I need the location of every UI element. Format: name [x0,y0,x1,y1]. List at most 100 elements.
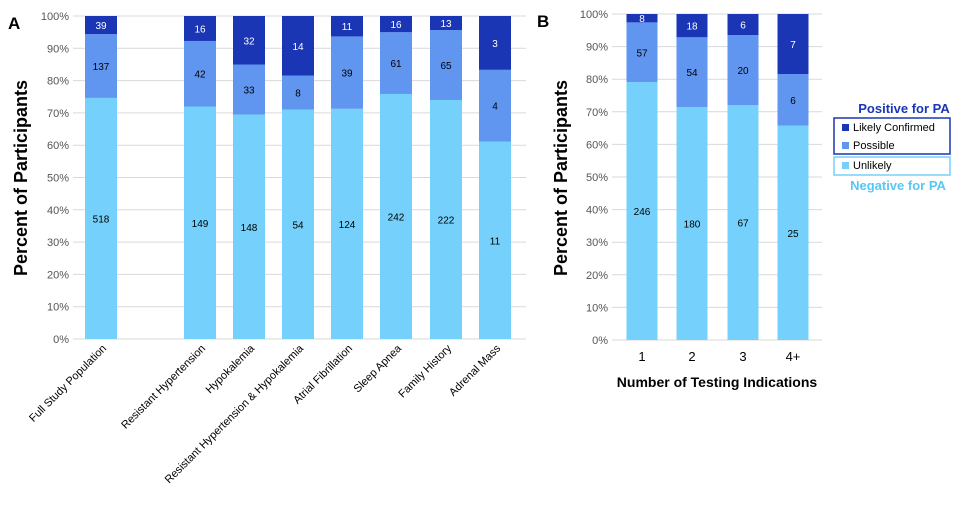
bar-segment-unlikely [727,105,759,340]
legend-label-unlikely: Unlikely [853,160,892,172]
data-label: 54 [686,68,698,79]
y-tick-label: 10% [47,302,69,314]
x-tick-label: 3 [739,349,746,364]
y-tick-label: 10% [586,302,608,314]
y-tick-label: 30% [586,237,608,249]
y-tick-label: 0% [53,334,69,346]
chart-panel-a: A 0% 10% 20% 30% 40% 50% 60% 70% 80% 90% 100% Percen… [8,11,526,486]
x-tick-label: 2 [688,349,695,364]
data-label: 16 [390,20,402,31]
legend-swatch-unlikely [842,162,849,169]
bar-segment-possible [380,32,412,94]
x-tick-label: Adrenal Mass [447,342,503,398]
bar-segment-unlikely [380,93,412,339]
legend-label-possible: Possible [853,140,895,152]
y-axis-title: Percent of Participants [11,80,31,276]
data-label: 8 [639,14,645,25]
y-tick-label: 100% [41,11,69,23]
data-label: 33 [243,86,255,97]
data-label: 18 [686,22,698,33]
bar-segment-possible [331,36,363,109]
bar-segment-likely [282,16,314,76]
bar-segment-likely [626,14,658,23]
y-tick-label: 20% [47,269,69,281]
data-label: 8 [295,89,301,100]
x-tick-label: Family History [396,342,454,400]
data-label: 11 [490,236,501,247]
bar-segment-possible [479,69,511,142]
data-label: 39 [341,69,353,80]
bar-segment-likely [777,14,809,75]
bar-segment-unlikely [676,107,708,341]
y-tick-label: 20% [586,270,608,282]
data-label: 4 [492,102,498,113]
x-tick-label: 1 [638,349,645,364]
legend-positive-box [833,117,951,155]
bar-segment-unlikely [184,106,216,340]
data-label: 7 [790,40,796,51]
bar-segment-possible [233,64,265,115]
bar-segment-unlikely [430,99,462,339]
legend-negative-box [833,156,951,176]
bar-segment-likely [479,16,511,70]
y-tick-label: 70% [47,108,69,120]
y-tick-label: 40% [47,205,69,217]
data-label: 54 [292,220,304,231]
data-label: 20 [737,66,749,77]
bar-segment-unlikely [331,108,363,339]
bar-segment-possible [777,74,809,126]
y-tick-label: 50% [47,173,69,185]
bar-segment-possible [430,29,462,100]
data-label: 42 [194,70,206,81]
data-label: 65 [440,61,452,72]
bar-segment-likely [184,16,216,41]
y-tick-label: 90% [586,42,608,54]
data-label: 25 [787,229,799,240]
bar-segment-likely [676,14,708,38]
legend-positive-heading: Positive for PA [858,101,950,116]
data-label: 242 [388,212,405,223]
data-label: 14 [292,42,304,53]
bar-segment-possible [626,22,658,83]
data-label: 148 [241,223,258,234]
data-label: 124 [339,220,356,231]
y-tick-label: 90% [47,43,69,55]
bar-segment-unlikely [85,97,117,339]
x-tick-label: Resistant Hypertension [119,343,208,432]
data-label: 3 [492,39,498,50]
bar-segment-possible [727,35,759,106]
bar-segment-possible [184,40,216,107]
data-label: 32 [243,36,255,47]
bar-segment-likely [727,14,759,36]
data-label: 11 [342,22,353,33]
data-label: 39 [95,21,107,32]
y-tick-label: 30% [47,237,69,249]
x-tick-label: Sleep Apnea [352,342,405,395]
x-tick-label: Hypokalemia [204,342,258,396]
data-label: 149 [192,219,209,230]
bar-segment-likely [85,16,117,35]
data-label: 6 [790,96,796,107]
data-label: 61 [390,59,402,70]
bar-segment-possible [85,34,117,98]
y-tick-label: 60% [586,139,608,151]
legend-negative-heading: Negative for PA [850,178,946,193]
bar-segment-unlikely [626,82,658,341]
x-axis-title: Number of Testing Indications [617,374,818,390]
bar-segment-unlikely [479,141,511,339]
data-label: 13 [440,19,452,30]
data-label: 518 [93,214,110,225]
data-label: 6 [740,21,746,32]
bar-segment-likely [331,16,363,37]
legend-swatch-likely [842,124,849,131]
panel-label: A [8,14,20,33]
legend-swatch-possible [842,142,849,149]
bar-segment-unlikely [282,109,314,339]
bar-segment-unlikely [233,114,265,339]
chart-panel-b: B 0% 10% 20% 30% 40% 50% 60% 70% 80% 90% 100% Percen… [537,9,822,390]
bar-segment-likely [430,16,462,30]
y-axis-title: Percent of Participants [551,80,571,276]
y-tick-label: 60% [47,140,69,152]
y-tick-label: 100% [580,9,608,21]
